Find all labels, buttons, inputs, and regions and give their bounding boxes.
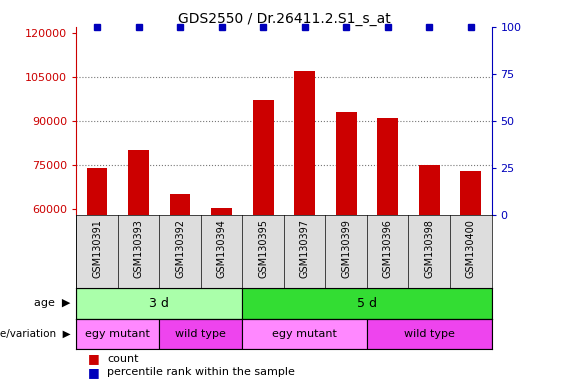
Bar	[86, 168, 107, 384]
Text: 3 d: 3 d	[149, 297, 169, 310]
Text: wild type: wild type	[175, 329, 227, 339]
Bar	[159, 319, 242, 349]
Bar	[377, 118, 398, 384]
Text: GSM130393: GSM130393	[133, 219, 144, 278]
Bar	[76, 288, 242, 319]
Text: GSM130399: GSM130399	[341, 219, 351, 278]
Bar	[336, 112, 357, 384]
Text: ■: ■	[88, 366, 99, 379]
Text: egy mutant: egy mutant	[272, 329, 337, 339]
Text: GSM130394: GSM130394	[216, 219, 227, 278]
Bar	[294, 71, 315, 384]
Bar	[419, 165, 440, 384]
Text: 5 d: 5 d	[357, 297, 377, 310]
Text: percentile rank within the sample: percentile rank within the sample	[107, 367, 295, 377]
Bar	[76, 319, 159, 349]
Title: GDS2550 / Dr.26411.2.S1_s_at: GDS2550 / Dr.26411.2.S1_s_at	[177, 12, 390, 26]
Text: GSM130396: GSM130396	[383, 219, 393, 278]
Bar	[253, 100, 273, 384]
Bar	[170, 194, 190, 384]
Bar	[460, 171, 481, 384]
Text: age  ▶: age ▶	[34, 298, 71, 308]
Bar	[211, 208, 232, 384]
Text: GSM130397: GSM130397	[299, 219, 310, 278]
Bar	[242, 319, 367, 349]
Text: GSM130392: GSM130392	[175, 219, 185, 278]
Text: ■: ■	[88, 353, 99, 366]
Text: wild type: wild type	[404, 329, 455, 339]
Text: egy mutant: egy mutant	[85, 329, 150, 339]
Bar	[128, 151, 149, 384]
Text: GSM130400: GSM130400	[466, 219, 476, 278]
Bar	[367, 319, 492, 349]
Text: GSM130395: GSM130395	[258, 219, 268, 278]
Bar	[242, 288, 492, 319]
Text: genotype/variation  ▶: genotype/variation ▶	[0, 329, 71, 339]
Text: GSM130398: GSM130398	[424, 219, 434, 278]
Text: count: count	[107, 354, 139, 364]
Text: GSM130391: GSM130391	[92, 219, 102, 278]
